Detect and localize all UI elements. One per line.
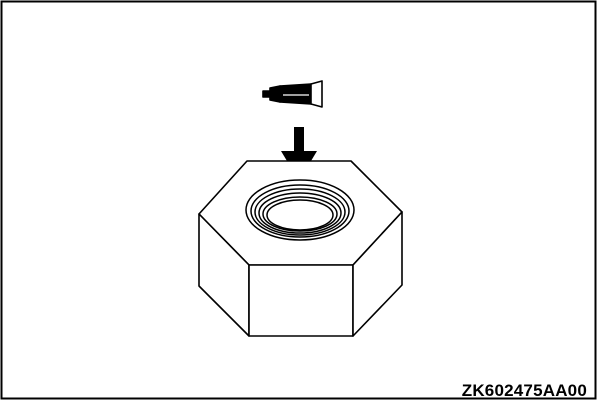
- nut-threaded-bore: [245, 179, 355, 241]
- figure-code-label: ZK602475AA00: [461, 381, 587, 400]
- hex-nut: [198, 160, 403, 337]
- sealant-tube-icon: [262, 80, 323, 108]
- nut-right-face: [352, 211, 403, 337]
- nut-front-face: [248, 264, 354, 337]
